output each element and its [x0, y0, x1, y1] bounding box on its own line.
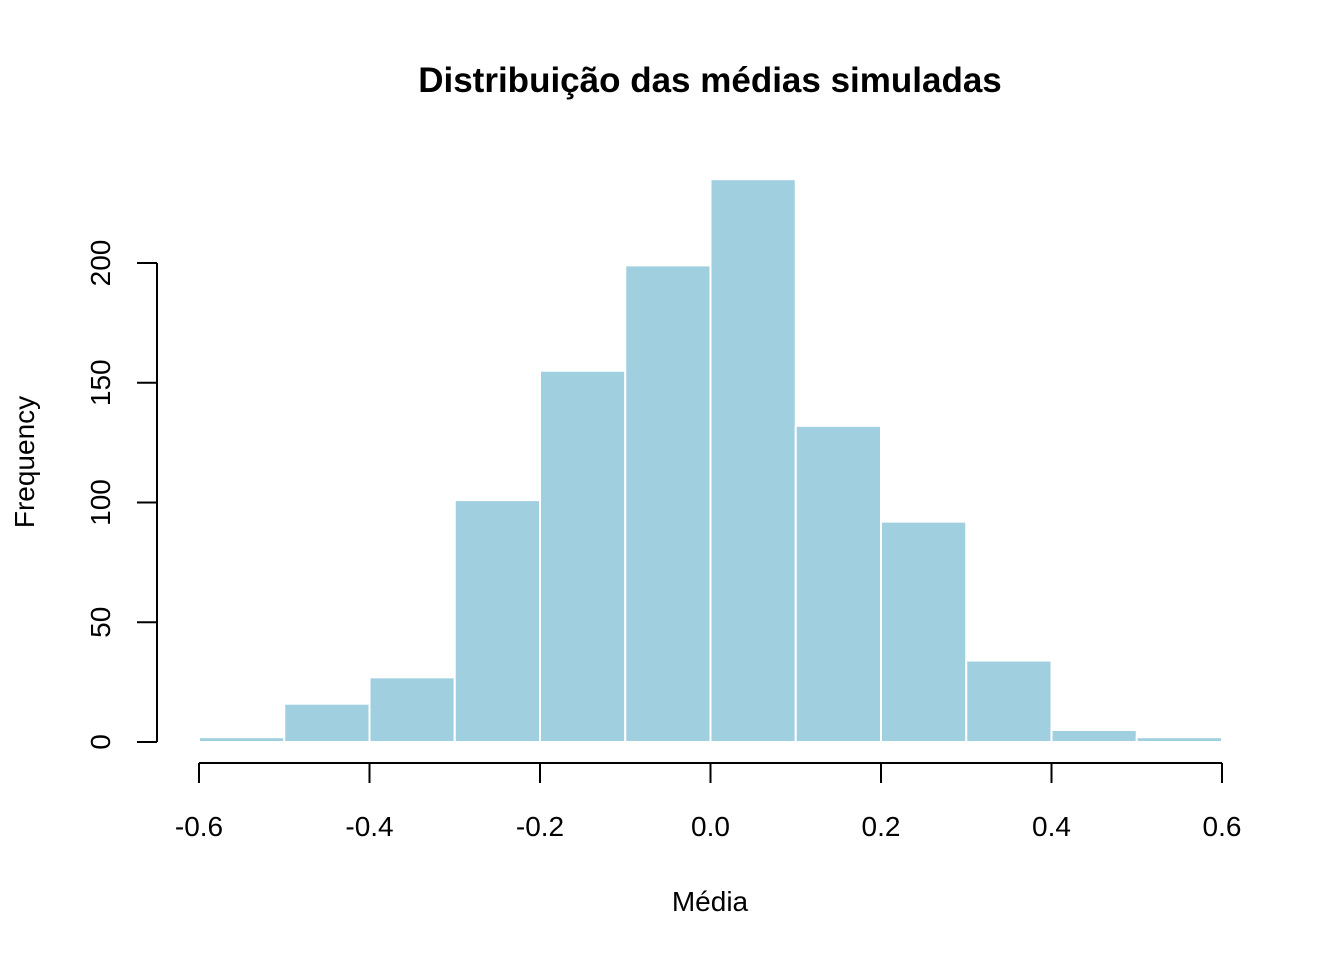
- x-axis: -0.6 -0.4 -0.2 0.0 0.2 0.4 0.6: [175, 762, 1242, 842]
- x-axis-label: Média: [672, 886, 749, 917]
- x-tick-label: 0.0: [691, 811, 730, 842]
- histogram-bar: [794, 424, 882, 743]
- histogram-bar: [283, 702, 371, 743]
- x-tick-label: -0.2: [516, 811, 564, 842]
- histogram-bar: [453, 499, 541, 744]
- histogram-bar: [198, 736, 286, 744]
- y-tick-label: 100: [85, 479, 116, 526]
- x-tick-label: -0.6: [175, 811, 223, 842]
- histogram-bar: [368, 676, 456, 744]
- y-tick-label: 150: [85, 359, 116, 406]
- x-tick-label: 0.6: [1203, 811, 1242, 842]
- bars-group: [198, 178, 1223, 744]
- y-axis: 0 50 100 150 200: [85, 240, 158, 750]
- x-tick-label: 0.2: [862, 811, 901, 842]
- histogram-bar: [965, 659, 1053, 744]
- chart-title: Distribuição das médias simuladas: [418, 61, 1002, 100]
- y-tick-label: 200: [85, 240, 116, 287]
- histogram-bar: [709, 178, 797, 744]
- y-axis-label: Frequency: [9, 396, 40, 528]
- histogram-bar: [1050, 729, 1138, 744]
- histogram-bar: [1135, 736, 1223, 744]
- x-tick-label: -0.4: [345, 811, 393, 842]
- histogram-bar: [624, 264, 712, 743]
- y-tick-label: 0: [85, 734, 116, 750]
- y-tick-label: 50: [85, 607, 116, 638]
- x-tick-label: 0.4: [1032, 811, 1071, 842]
- histogram-bar: [880, 520, 968, 743]
- histogram-bar: [539, 369, 627, 743]
